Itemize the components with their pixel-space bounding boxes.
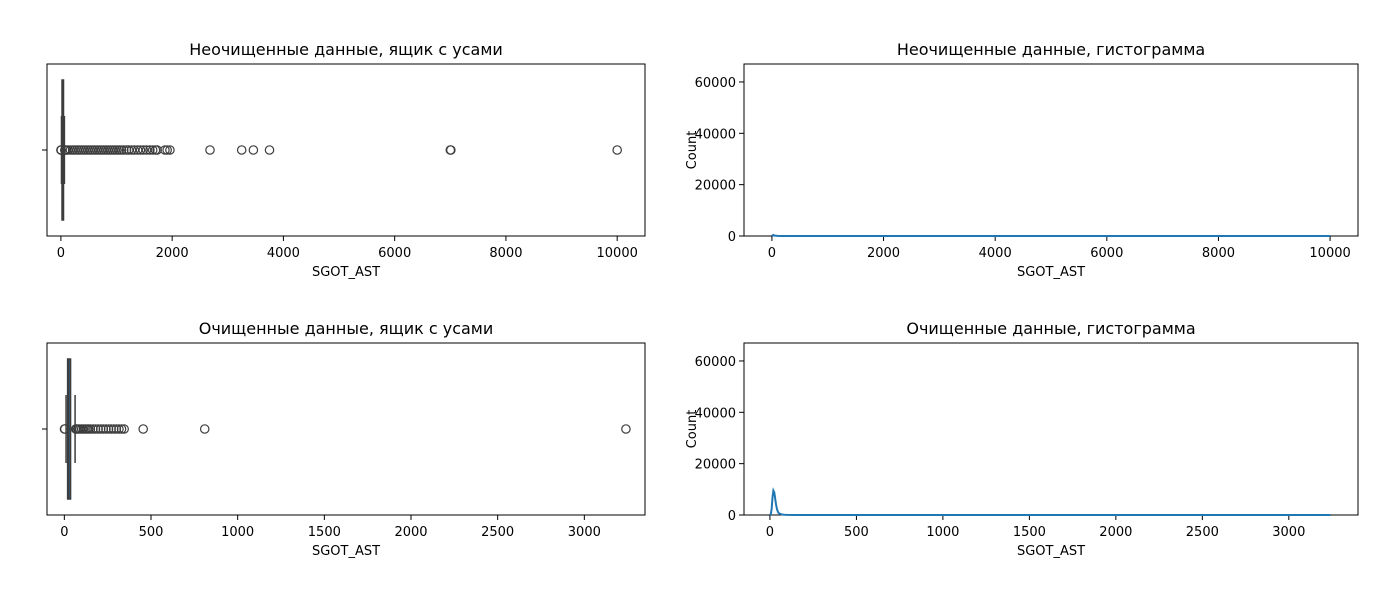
outlier-point [612,145,622,155]
x-tick-label: 0 [60,525,68,540]
y-tick-label: 60000 [695,76,736,91]
outlier-point [138,424,148,434]
x-axis-label: SGOT_AST [312,544,380,559]
x-tick-label: 8000 [489,246,522,261]
x-tick-label: 4000 [979,246,1012,261]
y-tick-label: 0 [728,509,736,524]
x-tick-label: 4000 [267,246,300,261]
y-tick-label: 40000 [695,406,736,421]
outlier-point [147,145,158,155]
panel-1: Неочищенные данные, ящик с усами 0 2000 400… [42,40,646,280]
outlier-point [106,424,116,434]
panel-title: Неочищенные данные, гистограмма [897,40,1205,59]
panel-title: Очищенные данные, ящик с усами [199,319,494,338]
x-tick-label: 2000 [394,525,427,540]
x-tick-label: 2000 [156,246,189,261]
panel-title: Очищенные данные, гистограмма [906,319,1195,338]
y-tick-label: 60000 [695,355,736,370]
outlier-point [145,145,155,155]
axes-frame [743,63,1359,237]
y-tick-label: 20000 [695,458,736,473]
x-axis-label: SGOT_AST [1017,544,1085,559]
outlier-point [129,145,140,155]
x-tick-label: 1000 [926,525,959,540]
x-tick-label: 2500 [1186,525,1219,540]
x-tick-label: 2000 [1099,525,1132,540]
outlier-point [93,424,103,434]
outlier-point [119,424,129,434]
x-tick-label: 10000 [597,246,638,261]
outlier-point [236,145,247,155]
outlier-point [95,424,106,434]
outlier-point [108,424,119,434]
outlier-point [445,145,456,155]
axes-frame [743,342,1359,516]
outlier-point [160,145,170,155]
x-tick-label: 0 [766,525,774,540]
x-axis-label: SGOT_AST [1017,265,1085,280]
outlier-point [121,145,132,155]
x-tick-label: 8000 [1202,246,1235,261]
outlier-point [199,424,210,434]
outlier-point [621,424,631,434]
outlier-point [59,424,70,434]
y-tick-label: 0 [728,230,736,245]
x-tick-label: 6000 [378,246,411,261]
panel-title: Неочищенные данные, ящик с усами [189,40,503,59]
series-line [771,233,1331,237]
outlier-point [56,145,66,155]
series-line [769,487,1331,516]
x-tick-label: 500 [139,525,164,540]
x-tick-label: 0 [57,246,65,261]
x-tick-label: 6000 [1090,246,1123,261]
axes-frame [46,342,646,516]
x-tick-label: 2500 [481,525,514,540]
outlier-point [205,145,215,155]
panel-4: Очищенные данные, гистограмма 0 500 1000 150… [685,319,1359,559]
x-axis-label: SGOT_AST [312,265,380,280]
outlier-point [165,145,175,155]
y-tick-label: 40000 [695,127,736,142]
x-tick-label: 3000 [1272,525,1305,540]
y-axis-label: Count [685,131,700,170]
x-tick-label: 1500 [1013,525,1046,540]
y-axis-label: Count [685,410,700,449]
outlier-point [264,145,275,155]
x-tick-label: 2000 [867,246,900,261]
outlier-point [70,424,81,434]
panel-2: Неочищенные данные, гистограмма 0 2000 4000… [685,40,1359,280]
outlier-point [126,145,137,155]
x-tick-label: 0 [768,246,776,261]
outlier-point [60,145,70,155]
x-tick-label: 500 [844,525,869,540]
panel-3: Очищенные данные, ящик с усами 0 500 1000 15… [42,319,646,559]
x-tick-label: 1000 [221,525,254,540]
outlier-point [248,145,259,155]
x-tick-label: 1500 [308,525,341,540]
y-tick-label: 20000 [695,179,736,194]
x-tick-label: 3000 [568,525,601,540]
x-tick-label: 10000 [1309,246,1350,261]
